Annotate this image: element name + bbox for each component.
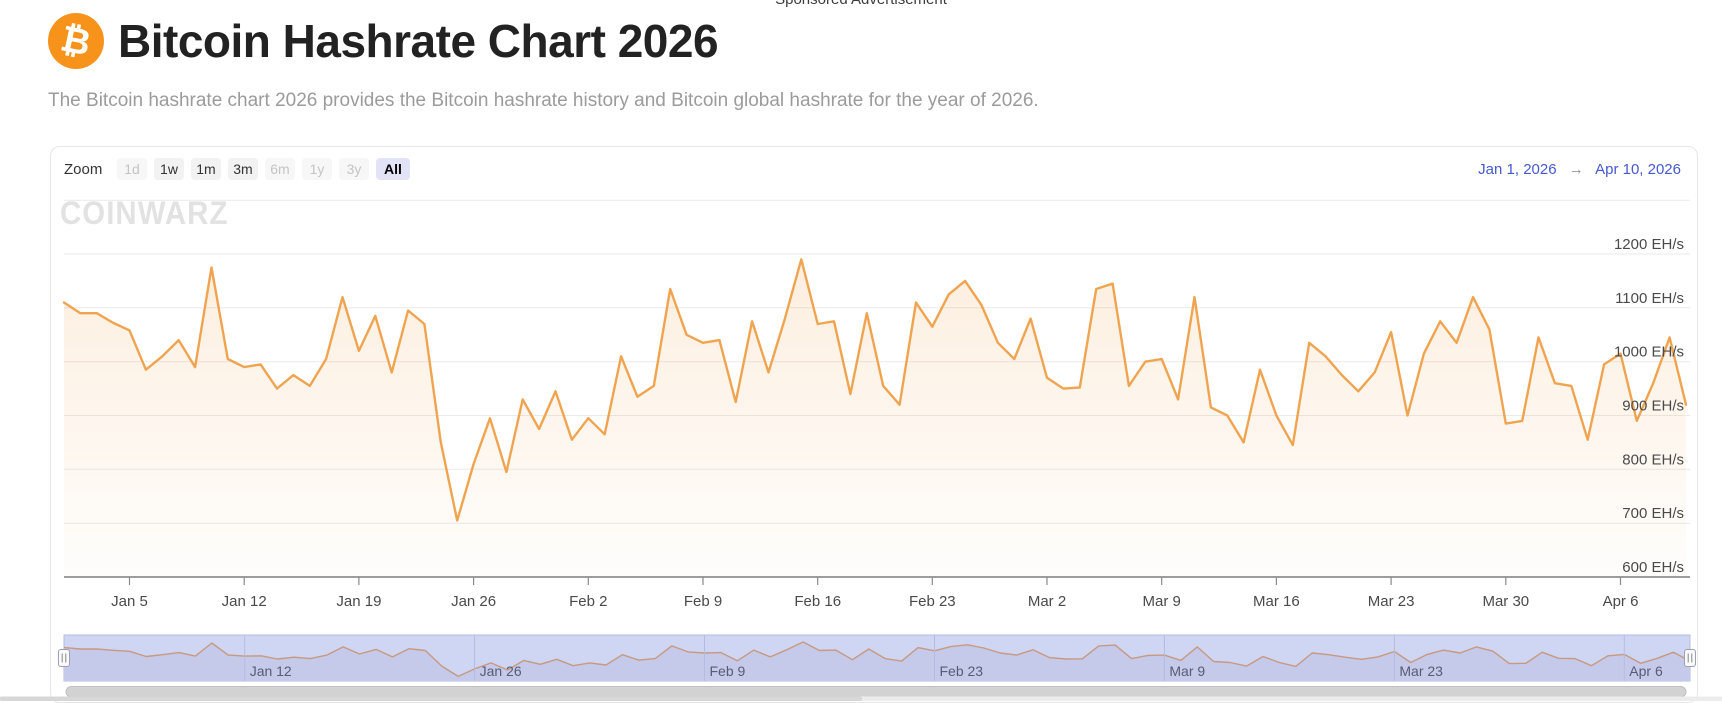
x-axis-label: Feb 2 — [569, 593, 607, 610]
y-axis-label: 1100 EH/s — [1615, 290, 1684, 307]
zoom-button-1d: 1d — [117, 158, 147, 180]
zoom-button-1y: 1y — [302, 158, 332, 180]
x-axis-label: Mar 23 — [1368, 593, 1415, 610]
coinwarz-watermark: CoinWarz — [60, 195, 229, 231]
x-axis-label: Jan 5 — [111, 593, 148, 610]
navigator-date-label: Mar 9 — [1169, 663, 1205, 679]
navigator-date-label: Mar 23 — [1399, 663, 1443, 679]
hashrate-line — [62, 258, 1688, 522]
x-axis-label: Mar 16 — [1253, 593, 1300, 610]
navigator-line — [63, 641, 1691, 678]
navigator-date-label: Jan 12 — [250, 663, 292, 679]
x-axis-label: Feb 23 — [909, 593, 956, 610]
zoom-button-3y: 3y — [339, 158, 369, 180]
chart-scrollbar-thumb[interactable] — [65, 686, 1687, 698]
y-axis-label: 800 EH/s — [1622, 451, 1684, 468]
range-arrow-icon: → — [1568, 161, 1584, 178]
x-axis-label: Apr 6 — [1603, 593, 1639, 610]
x-axis-label: Mar 30 — [1482, 593, 1529, 610]
zoom-button-1m[interactable]: 1m — [191, 158, 221, 180]
x-axis-label: Feb 9 — [684, 593, 722, 610]
y-axis-label: 600 EH/s — [1622, 559, 1684, 576]
x-axis-label: Jan 19 — [336, 593, 381, 610]
y-axis-label: 1200 EH/s — [1614, 236, 1684, 253]
area-fill — [64, 259, 1686, 577]
bitcoin-icon: ₿ — [48, 13, 104, 69]
range-to-link[interactable]: Apr 10, 2026 — [1595, 161, 1681, 178]
x-axis-label: Mar 2 — [1028, 593, 1066, 610]
page-title: Bitcoin Hashrate Chart 2026 — [118, 15, 719, 67]
navigator-date-label: Apr 6 — [1629, 663, 1663, 679]
navigator-handle-left[interactable] — [58, 649, 70, 667]
navigator-date-label: Feb 9 — [710, 663, 746, 679]
zoom-button-6m: 6m — [265, 158, 295, 180]
zoom-button-1w[interactable]: 1w — [154, 158, 184, 180]
x-axis-label: Jan 26 — [451, 593, 496, 610]
range-from-link[interactable]: Jan 1, 2026 — [1478, 161, 1557, 178]
navigator[interactable]: Jan 12 Jan 26 Feb 9 Feb 23 Mar 9 Mar 23 Apr 6 — [63, 634, 1691, 682]
zoom-button-group: 1d 1w 1m 3m 6m 1y 3y All — [117, 158, 410, 180]
date-range: Jan 1, 2026 → Apr 10, 2026 — [1478, 161, 1681, 178]
zoom-button-3m[interactable]: 3m — [228, 158, 258, 180]
y-axis-label: 900 EH/s — [1622, 398, 1684, 415]
sponsored-ad-label: Sponsored Advertisement — [775, 0, 947, 8]
navigator-date-label: Feb 23 — [940, 663, 984, 679]
y-axis-labels: 1200 EH/s 1100 EH/s 1000 EH/s 900 EH/s 800 E… — [1614, 236, 1684, 576]
page-subtitle: The Bitcoin hashrate chart 2026 provides… — [48, 90, 1039, 111]
x-axis-label: Feb 16 — [794, 593, 841, 610]
x-axis-label: Jan 12 — [222, 593, 267, 610]
x-axis: Jan 5 Jan 12 Jan 19 Jan 26 Feb 2 Feb 9 Feb 16 F… — [64, 576, 1690, 610]
y-axis-label: 1000 EH/s — [1614, 344, 1684, 361]
chart-toolbar: Zoom 1d 1w 1m 3m 6m 1y 3y All Jan 1, 2026 → Apr… — [64, 158, 1682, 182]
zoom-label: Zoom — [64, 161, 103, 178]
navigator-handle-right[interactable] — [1684, 649, 1696, 667]
zoom-button-all[interactable]: All — [376, 158, 410, 180]
hashrate-series — [62, 258, 1688, 577]
page-header: ₿ Bitcoin Hashrate Chart 2026 — [48, 13, 719, 69]
y-axis-label: 700 EH/s — [1622, 505, 1684, 522]
navigator-date-label: Jan 26 — [480, 663, 522, 679]
x-axis-label: Mar 9 — [1143, 593, 1181, 610]
page-scrollbar-thumb[interactable] — [0, 696, 862, 702]
